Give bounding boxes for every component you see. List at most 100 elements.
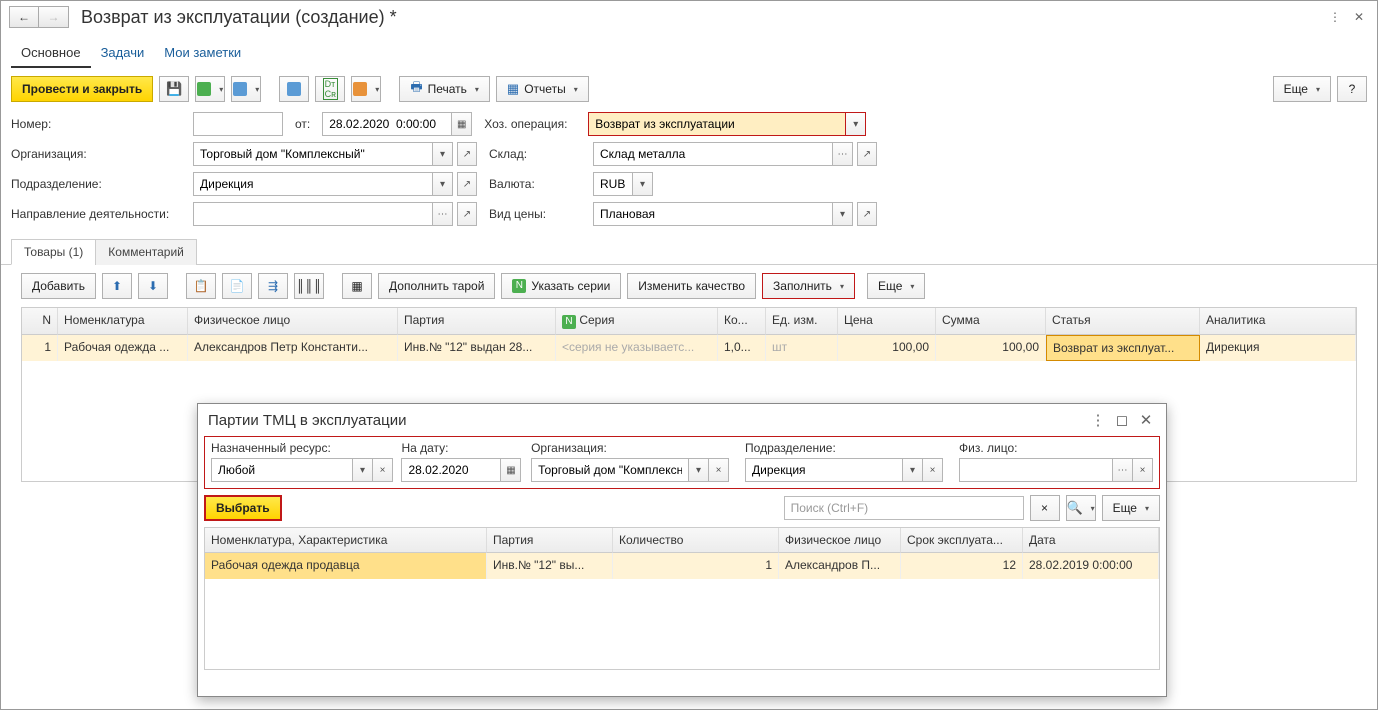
resource-input[interactable] <box>211 458 353 482</box>
calendar-icon[interactable]: ▦ <box>452 112 472 136</box>
open-icon[interactable]: ↗ <box>457 142 477 166</box>
col-qty[interactable]: Ко... <box>718 308 766 335</box>
search-button[interactable]: 🔍 <box>1066 495 1096 521</box>
col-series[interactable]: N Серия <box>556 308 718 335</box>
mcol-nomen[interactable]: Номенклатура, Характеристика <box>205 528 487 553</box>
dtcr-button[interactable]: DᴛCʀ <box>315 76 345 102</box>
barcode-button[interactable]: ║║║ <box>294 273 324 299</box>
more-dots-icon[interactable]: ⋯ <box>433 202 453 226</box>
n-badge-icon: N <box>562 315 576 329</box>
save-button[interactable]: 💾 <box>159 76 189 102</box>
tab-goods[interactable]: Товары (1) <box>11 239 96 265</box>
dropdown-icon[interactable]: ▾ <box>353 458 373 482</box>
col-article[interactable]: Статья <box>1046 308 1200 335</box>
dropdown-icon[interactable]: ▾ <box>433 172 453 196</box>
dept-input[interactable] <box>193 172 433 196</box>
col-analytics[interactable]: Аналитика <box>1200 308 1356 335</box>
dropdown-icon[interactable]: ▾ <box>903 458 923 482</box>
nav-forward-button[interactable]: → <box>39 6 69 28</box>
modal-dept-input[interactable] <box>745 458 903 482</box>
more-dots-icon[interactable]: ⋯ <box>1113 458 1133 482</box>
dropdown-icon[interactable]: ▾ <box>633 172 653 196</box>
add-button[interactable]: Добавить <box>21 273 96 299</box>
mcol-person[interactable]: Физическое лицо <box>779 528 901 553</box>
org-input[interactable] <box>193 142 433 166</box>
mcol-date[interactable]: Дата <box>1023 528 1159 553</box>
create-based-on-button[interactable] <box>231 76 261 102</box>
tab-notes[interactable]: Мои заметки <box>154 39 251 68</box>
grid-more-button[interactable]: Еще <box>867 273 925 299</box>
open-icon[interactable]: ↗ <box>457 202 477 226</box>
mcol-term[interactable]: Срок эксплуата... <box>901 528 1023 553</box>
cell-article[interactable]: Возврат из эксплуат... <box>1046 335 1200 361</box>
more-dots-icon[interactable]: ⋯ <box>833 142 853 166</box>
table-row[interactable]: 1 Рабочая одежда ... Александров Петр Ко… <box>22 335 1356 361</box>
col-nomen[interactable]: Номенклатура <box>58 308 188 335</box>
clear-icon[interactable]: × <box>1133 458 1153 482</box>
open-icon[interactable]: ↗ <box>857 202 877 226</box>
col-sum[interactable]: Сумма <box>936 308 1046 335</box>
search-input[interactable]: Поиск (Ctrl+F) <box>784 496 1024 520</box>
close-icon[interactable]: ✕ <box>1136 410 1156 430</box>
modal-person-input[interactable] <box>959 458 1113 482</box>
more-button[interactable]: Еще <box>1273 76 1331 102</box>
clear-search-button[interactable]: × <box>1030 495 1060 521</box>
kebab-icon[interactable]: ⋮ <box>1325 7 1345 27</box>
mcol-qty[interactable]: Количество <box>613 528 779 553</box>
date-input[interactable] <box>322 112 452 136</box>
attach-button[interactable] <box>351 76 381 102</box>
warehouse-input[interactable] <box>593 142 833 166</box>
number-input[interactable] <box>193 112 283 136</box>
modal-date-input[interactable] <box>401 458 501 482</box>
activity-input[interactable] <box>193 202 433 226</box>
attach-icon <box>353 82 367 96</box>
table-row[interactable]: Рабочая одежда продавца Инв.№ "12" вы...… <box>205 553 1159 579</box>
fill-tare-button[interactable]: Дополнить тарой <box>378 273 495 299</box>
change-quality-button[interactable]: Изменить качество <box>627 273 756 299</box>
calendar-icon[interactable]: ▦ <box>501 458 521 482</box>
pricetype-input[interactable] <box>593 202 833 226</box>
close-icon[interactable]: ✕ <box>1349 7 1369 27</box>
select-button[interactable]: Выбрать <box>204 495 282 521</box>
dropdown-icon[interactable]: ▾ <box>689 458 709 482</box>
clear-icon[interactable]: × <box>373 458 393 482</box>
structure-button[interactable] <box>279 76 309 102</box>
col-person[interactable]: Физическое лицо <box>188 308 398 335</box>
col-n[interactable]: N <box>22 308 58 335</box>
col-party[interactable]: Партия <box>398 308 556 335</box>
move-down-button[interactable]: ⬇ <box>138 273 168 299</box>
open-icon[interactable]: ↗ <box>857 142 877 166</box>
kebab-icon[interactable]: ⋮ <box>1088 410 1108 430</box>
dropdown-icon[interactable]: ▾ <box>846 112 866 136</box>
modal-org-input[interactable] <box>531 458 689 482</box>
clear-icon[interactable]: × <box>923 458 943 482</box>
copy-button[interactable]: 📋 <box>186 273 216 299</box>
fill-button[interactable]: Заполнить <box>762 273 855 299</box>
maximize-icon[interactable]: ◻ <box>1112 410 1132 430</box>
calc-button[interactable]: ▦ <box>342 273 372 299</box>
mcol-party[interactable]: Партия <box>487 528 613 553</box>
reports-button[interactable]: ▦Отчеты <box>496 76 589 102</box>
tab-comment[interactable]: Комментарий <box>95 239 197 265</box>
tab-main[interactable]: Основное <box>11 39 91 68</box>
share-button[interactable]: ⇶ <box>258 273 288 299</box>
set-series-button[interactable]: NУказать серии <box>501 273 621 299</box>
print-button[interactable]: 🖶Печать <box>399 76 490 102</box>
hozop-input[interactable] <box>588 112 846 136</box>
mcell-qty: 1 <box>613 553 779 579</box>
currency-input[interactable] <box>593 172 633 196</box>
tab-tasks[interactable]: Задачи <box>91 39 155 68</box>
post-button[interactable] <box>195 76 225 102</box>
move-up-button[interactable]: ⬆ <box>102 273 132 299</box>
col-price[interactable]: Цена <box>838 308 936 335</box>
open-icon[interactable]: ↗ <box>457 172 477 196</box>
post-and-close-button[interactable]: Провести и закрыть <box>11 76 153 102</box>
nav-back-button[interactable]: ← <box>9 6 39 28</box>
dropdown-icon[interactable]: ▾ <box>833 202 853 226</box>
modal-more-button[interactable]: Еще <box>1102 495 1160 521</box>
dropdown-icon[interactable]: ▾ <box>433 142 453 166</box>
help-button[interactable]: ? <box>1337 76 1367 102</box>
clear-icon[interactable]: × <box>709 458 729 482</box>
paste-button[interactable]: 📄 <box>222 273 252 299</box>
col-unit[interactable]: Ед. изм. <box>766 308 838 335</box>
